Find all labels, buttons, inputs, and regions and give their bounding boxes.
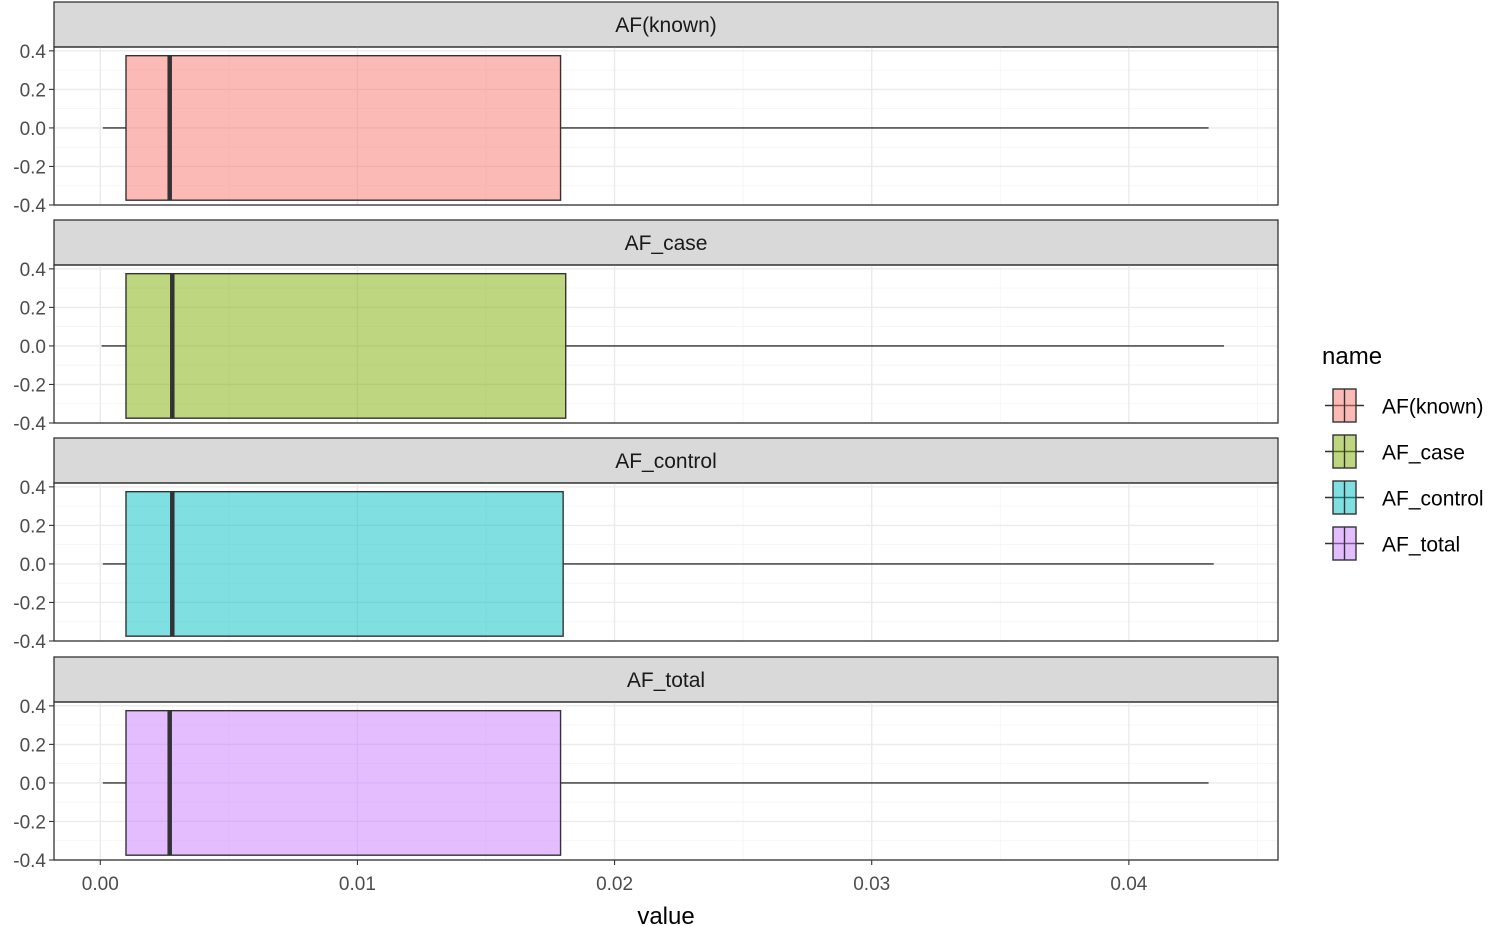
legend-title: name [1322, 343, 1382, 370]
y-tick-label: -0.4 [13, 414, 46, 435]
legend-label: AF(known) [1382, 396, 1484, 419]
facet-panel: AF(known) 0.4 0.2 0.0 -0.2 -0.4 [13, 1, 1279, 217]
x-tick-label: 0.00 [82, 874, 119, 895]
y-tick-label: -0.2 [13, 593, 46, 614]
panel-border [53, 46, 1279, 206]
y-tick-label: -0.2 [13, 157, 46, 178]
y-tick-label: 0.4 [20, 697, 47, 718]
y-tick-label: 0.0 [20, 119, 46, 140]
y-tick-label: 0.2 [20, 735, 46, 756]
y-tick-label: 0.2 [20, 516, 46, 537]
facet-panel: AF_total 0.4 0.2 0.0 -0.2 -0.4 [13, 656, 1279, 872]
y-tick-label: 0.4 [20, 42, 47, 63]
legend: name AF(known) AF_case AF_control AF_total [1322, 343, 1484, 561]
facet-strip [53, 437, 1279, 484]
facet-panel: AF_case 0.4 0.2 0.0 -0.2 -0.4 [13, 219, 1279, 435]
facet-panels: AF(known) 0.4 0.2 0.0 -0.2 -0.4 AF_case 0.4 0.2 0… [13, 1, 1279, 872]
y-tick-label: -0.2 [13, 375, 46, 396]
facet-strip-label: AF(known) [615, 14, 717, 37]
box [125, 54, 562, 201]
legend-label: AF_case [1382, 442, 1465, 465]
x-tick-label: 0.04 [1110, 874, 1147, 895]
x-tick-label: 0.01 [339, 874, 376, 895]
facet-strip-label: AF_total [627, 669, 705, 692]
x-tick-label: 0.02 [596, 874, 633, 895]
y-tick-label: -0.4 [13, 196, 46, 217]
y-tick-label: -0.2 [13, 812, 46, 833]
y-tick-label: 0.0 [20, 337, 46, 358]
box [125, 709, 562, 856]
legend-item: AF_total [1325, 526, 1460, 561]
x-axis-title: value [637, 903, 694, 926]
facet-strip-label: AF_case [625, 232, 708, 255]
legend-item: AF(known) [1325, 388, 1484, 423]
y-tick-label: -0.4 [13, 851, 46, 872]
legend-label: AF_control [1382, 488, 1484, 511]
box [125, 272, 567, 419]
box [125, 490, 564, 637]
y-tick-label: 0.4 [20, 478, 47, 499]
panel-border [53, 701, 1279, 861]
panel-border [53, 482, 1279, 642]
y-tick-label: -0.4 [13, 632, 46, 653]
facet-strip [53, 219, 1279, 266]
y-tick-label: 0.4 [20, 260, 47, 281]
facet-strip [53, 656, 1279, 703]
facet-panel: AF_control 0.4 0.2 0.0 -0.2 -0.4 [13, 437, 1279, 653]
facet-strip [53, 1, 1279, 48]
y-tick-label: 0.0 [20, 555, 46, 576]
y-tick-label: 0.2 [20, 298, 46, 319]
legend-label: AF_total [1382, 534, 1460, 557]
x-axis: 0.00 0.01 0.02 0.03 0.04 [82, 860, 1148, 895]
y-tick-label: 0.0 [20, 774, 46, 795]
panel-border [53, 264, 1279, 424]
x-tick-label: 0.03 [853, 874, 890, 895]
legend-item: AF_case [1325, 434, 1465, 469]
y-tick-label: 0.2 [20, 80, 46, 101]
facet-strip-label: AF_control [615, 450, 717, 473]
legend-item: AF_control [1325, 480, 1484, 515]
